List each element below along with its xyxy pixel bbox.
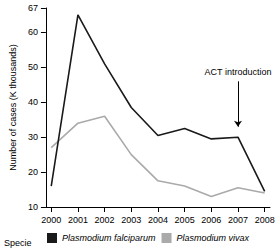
svg-text:2004: 2004 <box>148 215 168 225</box>
svg-text:Specie: Specie <box>4 238 32 248</box>
svg-text:20: 20 <box>28 167 38 177</box>
svg-text:60: 60 <box>28 27 38 37</box>
svg-text:Plasmodium falciparum: Plasmodium falciparum <box>62 233 156 243</box>
svg-text:2002: 2002 <box>95 215 115 225</box>
svg-text:67: 67 <box>28 3 38 13</box>
svg-text:2005: 2005 <box>175 215 195 225</box>
svg-text:50: 50 <box>28 62 38 72</box>
svg-text:40: 40 <box>28 97 38 107</box>
svg-text:2007: 2007 <box>228 215 248 225</box>
svg-text:2008: 2008 <box>255 215 275 225</box>
svg-text:ACT introduction: ACT introduction <box>205 67 272 77</box>
svg-text:Number of cases (K thousands): Number of cases (K thousands) <box>8 44 18 171</box>
svg-text:30: 30 <box>28 132 38 142</box>
svg-text:2000: 2000 <box>41 215 61 225</box>
svg-text:2006: 2006 <box>201 215 221 225</box>
svg-text:10: 10 <box>28 202 38 212</box>
svg-text:Plasmodium vivax: Plasmodium vivax <box>177 233 250 243</box>
svg-text:2003: 2003 <box>121 215 141 225</box>
svg-text:2001: 2001 <box>68 215 88 225</box>
